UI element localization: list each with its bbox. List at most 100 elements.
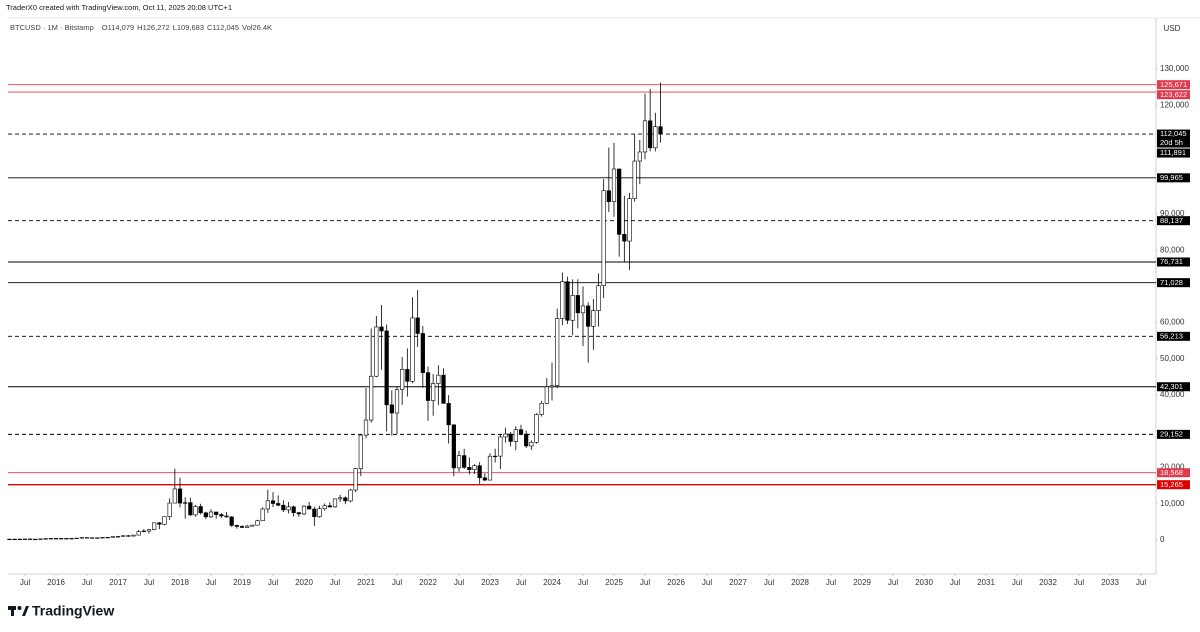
x-tick-label: Jul <box>1074 578 1084 587</box>
x-tick-label: 2022 <box>419 578 437 587</box>
x-tick-label: Jul <box>392 578 402 587</box>
candle-body <box>115 536 121 538</box>
candle-body <box>451 424 456 469</box>
x-tick-label: Jul <box>764 578 774 587</box>
legend-key: Vol <box>242 23 253 32</box>
candle-body <box>441 374 446 404</box>
level-label-bg <box>1157 173 1190 183</box>
candle-body <box>446 403 451 426</box>
candle-body <box>162 516 167 525</box>
candle-body <box>379 326 384 332</box>
x-tick-label: Jul <box>702 578 712 587</box>
candle-body <box>353 468 358 491</box>
candle-body <box>389 404 394 414</box>
candle-body <box>369 375 374 421</box>
x-tick-label: Jul <box>206 578 216 587</box>
legend-key: O <box>102 23 108 32</box>
level-label: 42,301 <box>1160 382 1183 391</box>
x-tick-label: Jul <box>268 578 278 587</box>
candle-body <box>348 489 353 502</box>
candle-body <box>431 383 436 401</box>
x-tick-label: 2031 <box>977 578 995 587</box>
level-label-bg <box>1157 331 1190 341</box>
candle-body <box>524 433 529 447</box>
candle-body <box>653 126 658 149</box>
candle-body <box>28 538 33 540</box>
candle-body <box>503 433 508 438</box>
candle-body <box>415 317 420 334</box>
level-label: 123,622 <box>1160 90 1187 99</box>
x-tick-label: 2029 <box>853 578 871 587</box>
candle-body <box>198 506 203 514</box>
candle-body <box>425 372 431 401</box>
x-tick-label: 2024 <box>543 578 561 587</box>
candle-body <box>493 455 498 458</box>
level-label: 99,965 <box>1160 173 1183 182</box>
candle-body <box>224 515 229 518</box>
x-tick-label: 2025 <box>605 578 623 587</box>
level-label: 76,731 <box>1160 257 1183 266</box>
candle-body <box>632 160 637 200</box>
candle-body <box>208 511 214 518</box>
x-tick-label: Jul <box>516 578 526 587</box>
y-tick-label: 120,000 <box>1160 100 1189 109</box>
candle-body <box>534 414 539 443</box>
candle-body <box>255 520 260 526</box>
candle-body <box>265 500 270 510</box>
candle-body <box>22 538 28 540</box>
candle-body <box>110 536 115 538</box>
candle-body <box>560 281 565 319</box>
price-axis: 0 10,000 20,000 40,000 50,000 60,000 80,000 90,… <box>1156 64 1190 544</box>
candle-body <box>291 506 296 513</box>
x-tick-label: 2016 <box>47 578 65 587</box>
candle-body <box>141 530 146 532</box>
candle-body <box>193 506 198 516</box>
y-tick-label: 40,000 <box>1160 390 1185 399</box>
symbol[interactable]: BTCUSD · 1M · Bitstamp <box>10 23 94 32</box>
x-tick-label: 2023 <box>481 578 499 587</box>
candle-body <box>405 369 410 382</box>
candle-body <box>167 502 172 517</box>
candle-body <box>79 537 84 539</box>
legend-key: L <box>173 23 177 32</box>
candle-body <box>69 538 74 540</box>
candle-body <box>436 374 441 384</box>
y-tick-label: 0 <box>1160 535 1165 544</box>
candle-body <box>95 537 100 539</box>
candle-body <box>658 126 663 135</box>
y-tick-label: 80,000 <box>1160 245 1185 254</box>
x-tick-label: Jul <box>454 578 464 587</box>
y-tick-label: 60,000 <box>1160 318 1185 327</box>
candle-body <box>177 488 183 504</box>
candle-body <box>363 419 369 436</box>
candle-body <box>53 538 59 540</box>
countdown: 20d 5h <box>1160 138 1183 147</box>
candle-body <box>555 318 560 387</box>
candle-body <box>420 333 425 373</box>
candle-body <box>188 502 193 516</box>
candle-body <box>410 317 415 382</box>
candle-body <box>286 506 291 511</box>
y-tick-label: 50,000 <box>1160 354 1185 363</box>
candle-body <box>570 295 575 321</box>
level-label: 15,265 <box>1160 480 1183 489</box>
candle-body <box>601 190 606 286</box>
candle-body <box>301 505 307 515</box>
candle-body <box>482 477 487 481</box>
logo-mark <box>22 606 29 616</box>
candle-body <box>343 497 348 502</box>
candle-body <box>214 511 219 515</box>
level-label-bg <box>1157 80 1190 90</box>
legend-value: 26.4K <box>252 23 272 32</box>
candle-body <box>203 512 208 518</box>
brand: TradingView <box>32 603 114 619</box>
x-tick-label: 2026 <box>667 578 685 587</box>
level-label-bg <box>1157 216 1190 226</box>
logo[interactable]: TradingView <box>8 603 114 619</box>
candle-body <box>105 537 110 539</box>
level-label-bg <box>1157 480 1190 490</box>
candle-body <box>38 538 43 540</box>
level-label: 88,137 <box>1160 216 1183 225</box>
x-tick-label: Jul <box>20 578 30 587</box>
